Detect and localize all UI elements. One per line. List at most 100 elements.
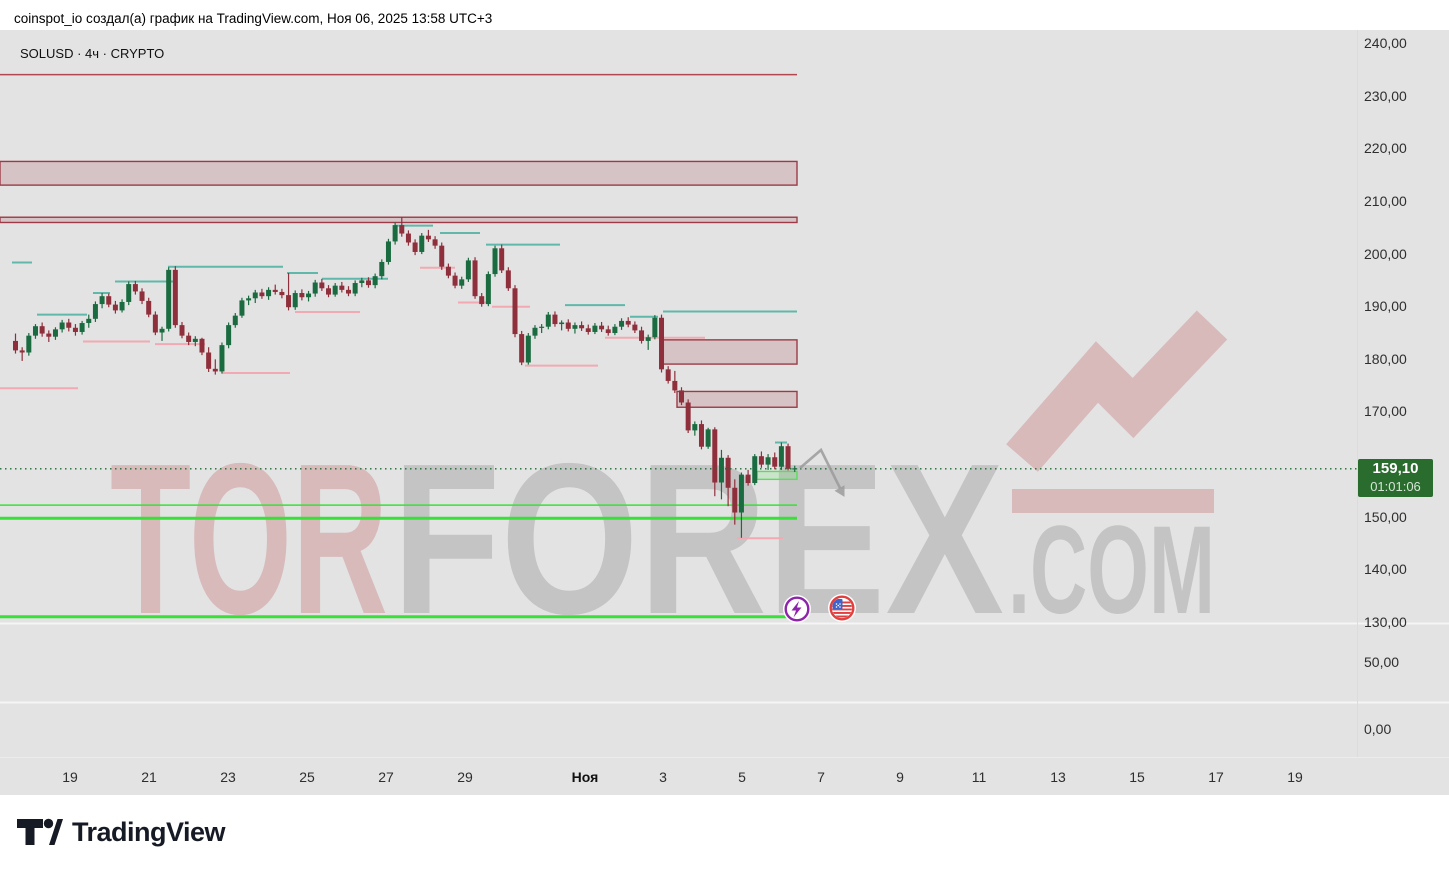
supply-zone: [0, 216, 798, 224]
candle-body: [505, 270, 511, 289]
candle-body: [246, 298, 252, 301]
tradingview-logo[interactable]: TradingView: [15, 815, 226, 849]
candle-body: [312, 282, 318, 294]
candle-body: [479, 296, 485, 305]
candle-body: [112, 304, 118, 311]
candle-body: [718, 457, 724, 483]
candle-body: [266, 289, 272, 297]
candle-body: [66, 322, 72, 328]
x-axis-label: 15: [1129, 769, 1145, 785]
y-axis-label: 180,00: [1364, 350, 1407, 367]
candle-body: [732, 487, 738, 513]
attribution-bar: coinspot_io создал(а) график на TradingV…: [0, 0, 1449, 30]
y-axis-label: 140,00: [1364, 561, 1407, 578]
x-axis-label: 19: [62, 769, 78, 785]
candle-body: [326, 288, 332, 295]
price-chart-canvas[interactable]: TOR FOREX .COM: [0, 30, 1449, 795]
x-axis-label: 17: [1208, 769, 1224, 785]
candle-body: [559, 322, 565, 325]
candle-body: [352, 283, 358, 294]
y-axis-label: 220,00: [1364, 140, 1407, 157]
candle-body: [738, 474, 744, 513]
y-axis-label: 170,00: [1364, 403, 1407, 420]
chart-area[interactable]: TOR FOREX .COM SOLUSD · 4ч · CRYPTO 240,00…: [0, 30, 1449, 795]
candle-body: [758, 456, 764, 465]
candle-body: [612, 326, 618, 334]
candle-body: [599, 325, 605, 330]
lightning-event-icon[interactable]: [783, 595, 811, 623]
candle-body: [605, 329, 611, 334]
candle-body: [692, 424, 698, 431]
candle-body: [359, 280, 365, 284]
supply-zone: [0, 160, 798, 186]
candle-body: [552, 314, 558, 325]
candle-body: [232, 315, 238, 326]
candle-body: [619, 320, 625, 327]
candle-body: [499, 248, 505, 271]
candle-body: [159, 328, 165, 333]
symbol-legend[interactable]: SOLUSD · 4ч · CRYPTO: [20, 46, 165, 61]
candle-body: [705, 429, 711, 447]
candle-body: [679, 390, 684, 403]
candle-body: [659, 317, 665, 370]
candle-body: [772, 457, 778, 467]
x-axis-label: 3: [659, 769, 667, 785]
us-flag-event-icon[interactable]: [828, 594, 856, 622]
candle-body: [492, 248, 498, 275]
x-axis-label: 7: [817, 769, 825, 785]
candle-body: [745, 474, 751, 484]
x-axis-label: 5: [738, 769, 746, 785]
footer-bar: TradingView: [0, 795, 1449, 869]
candle-body: [339, 285, 345, 290]
candle-body: [126, 284, 132, 302]
watermark-text-com: .COM: [1008, 501, 1215, 640]
demand-zone: [756, 470, 798, 481]
candle-body: [645, 337, 651, 341]
candle-body: [792, 468, 798, 470]
candle-body: [92, 304, 98, 319]
candle-body: [19, 350, 25, 353]
candle-body: [545, 314, 551, 327]
candle-body: [372, 276, 378, 286]
candle-body: [445, 266, 451, 276]
x-axis-label: Ноя: [571, 769, 599, 785]
candle-body: [199, 338, 205, 353]
x-axis-label: 27: [378, 769, 394, 785]
candle-body: [172, 269, 178, 326]
candle-body: [585, 328, 591, 332]
candle-body: [86, 318, 92, 324]
candle-body: [46, 333, 52, 337]
y-axis-label: 230,00: [1364, 87, 1407, 104]
candle-body: [286, 295, 292, 308]
candle-body: [13, 340, 18, 351]
supply-zone: [662, 339, 798, 365]
candle-body: [539, 326, 545, 328]
candle-body: [465, 260, 471, 280]
attribution-text: coinspot_io создал(а) график на TradingV…: [14, 11, 493, 26]
candle-body: [146, 300, 152, 315]
candle-body: [39, 326, 45, 334]
candle-body: [459, 279, 465, 286]
tradingview-logo-text: TradingView: [72, 816, 226, 847]
candle-body: [379, 261, 385, 277]
candle-body: [385, 241, 391, 262]
candle-body: [212, 368, 218, 372]
y-axis-label: 50,00: [1364, 654, 1400, 670]
candle-body: [332, 285, 338, 295]
candle-body: [592, 325, 598, 332]
candle-body: [412, 242, 418, 252]
y-axis-label: 200,00: [1364, 245, 1407, 262]
y-axis-label: 240,00: [1364, 35, 1407, 51]
y-axis-label: 0,00: [1364, 721, 1392, 737]
candle-body: [785, 446, 791, 469]
candle-body: [472, 260, 478, 297]
x-axis-label: 9: [896, 769, 904, 785]
chart-background: [0, 30, 1449, 795]
candle-body: [485, 274, 491, 305]
candle-body: [186, 335, 192, 342]
watermark-underline: [1012, 489, 1214, 513]
candle-body: [299, 293, 305, 298]
candle-body: [106, 296, 112, 305]
x-axis-label: 23: [220, 769, 236, 785]
candle-body: [765, 457, 771, 465]
